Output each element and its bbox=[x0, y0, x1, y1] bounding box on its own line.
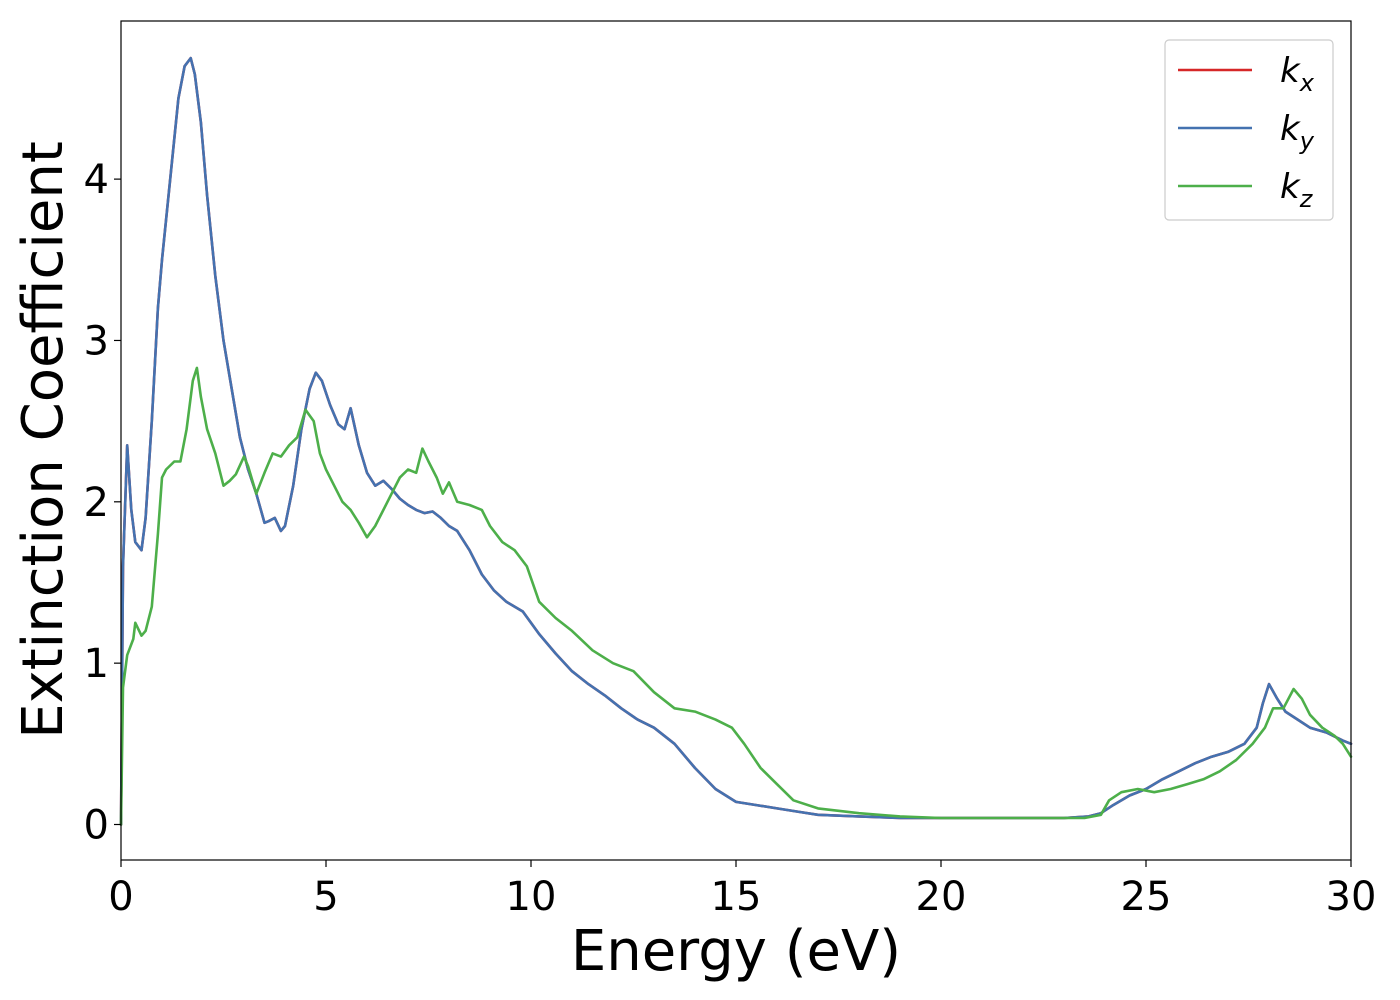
legend-label-k-z: kz bbox=[1280, 167, 1314, 213]
y-tick-label: 3 bbox=[84, 318, 109, 364]
legend-label-main: k bbox=[1280, 109, 1301, 149]
legend-label-subscript: x bbox=[1299, 69, 1315, 97]
legend-box bbox=[1164, 39, 1334, 221]
x-axis-ticks: 0 5 10 15 20 25 30 bbox=[108, 860, 1376, 920]
legend-label-subscript: z bbox=[1299, 185, 1314, 213]
legend-label-main: k bbox=[1280, 167, 1301, 207]
y-axis-ticks: 0 1 2 3 4 bbox=[84, 157, 121, 849]
legend-label-main: k bbox=[1280, 51, 1301, 91]
y-tick-label: 0 bbox=[84, 803, 109, 849]
y-tick-label: 2 bbox=[84, 480, 109, 526]
x-tick-label: 15 bbox=[711, 874, 762, 920]
legend-label-k-y: ky bbox=[1280, 109, 1315, 155]
series-line-k-z bbox=[119, 366, 1353, 826]
series-layer bbox=[119, 56, 1353, 826]
legend-label-subscript: y bbox=[1299, 127, 1315, 155]
y-tick-label: 1 bbox=[84, 641, 109, 687]
x-tick-label: 5 bbox=[313, 874, 338, 920]
plot-background bbox=[121, 21, 1351, 860]
x-tick-label: 30 bbox=[1326, 874, 1377, 920]
x-tick-label: 10 bbox=[506, 874, 557, 920]
legend-label-k-x: kx bbox=[1280, 51, 1315, 97]
y-axis-title: Extinction Coefficient bbox=[11, 141, 76, 739]
x-tick-label: 0 bbox=[108, 874, 133, 920]
x-tick-label: 25 bbox=[1121, 874, 1172, 920]
x-axis-title: Energy (eV) bbox=[571, 919, 901, 984]
y-tick-label: 4 bbox=[84, 157, 109, 203]
x-tick-label: 20 bbox=[916, 874, 967, 920]
